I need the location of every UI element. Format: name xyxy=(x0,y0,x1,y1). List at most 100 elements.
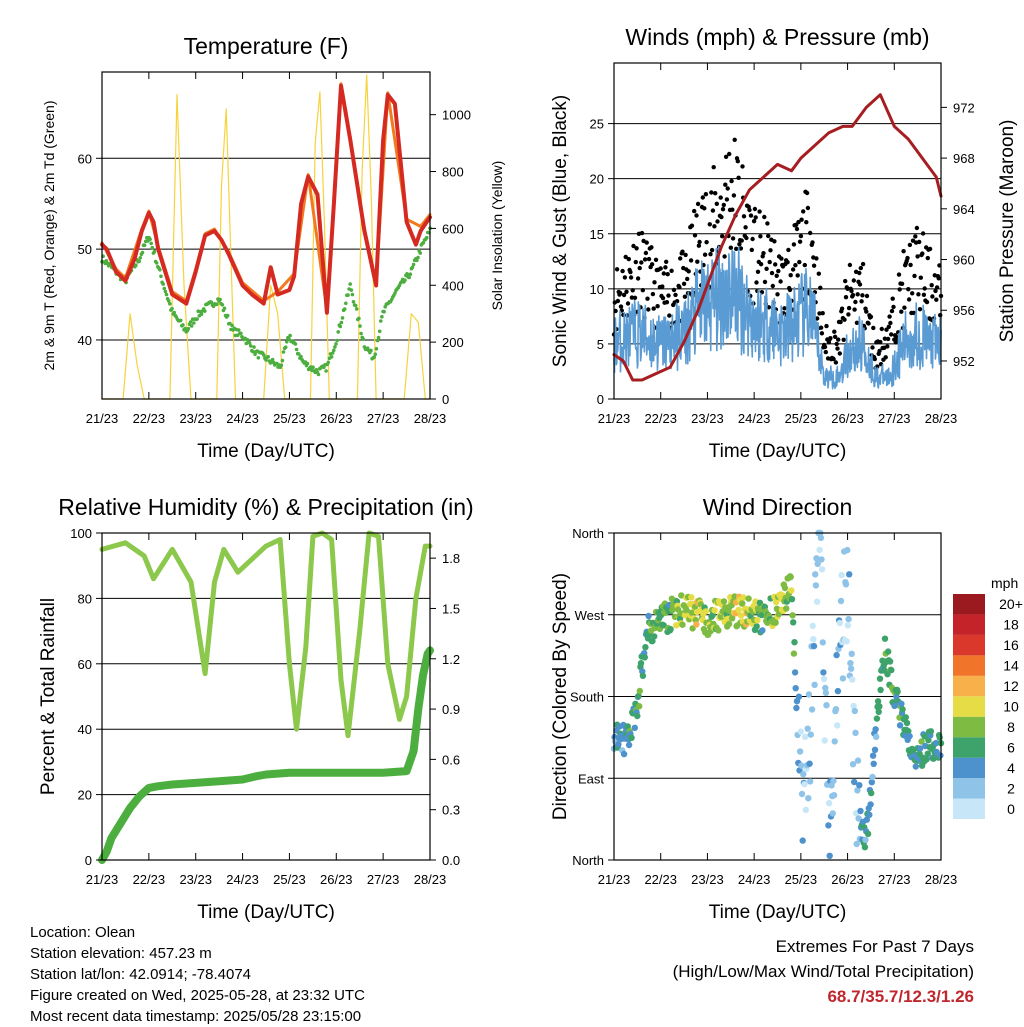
point-dewpoint xyxy=(189,324,194,328)
point-gust xyxy=(793,263,798,268)
point-direction xyxy=(823,702,830,709)
point-direction xyxy=(802,733,809,740)
point-dewpoint xyxy=(168,302,172,306)
y-tick-label: 20 xyxy=(590,172,604,187)
point-direction xyxy=(843,638,850,645)
point-direction xyxy=(855,815,862,822)
point-direction xyxy=(884,671,891,678)
point-gust xyxy=(858,265,863,271)
point-dewpoint xyxy=(350,292,355,297)
x-tick-label: 22/23 xyxy=(644,872,677,887)
point-dewpoint xyxy=(333,345,337,349)
point-direction xyxy=(820,675,828,683)
point-gust xyxy=(661,271,666,276)
point-direction xyxy=(819,639,826,646)
point-direction xyxy=(924,750,931,757)
point-dewpoint xyxy=(220,303,225,307)
point-dewpoint xyxy=(326,360,331,365)
point-gust xyxy=(750,236,755,242)
point-gust xyxy=(818,285,823,290)
point-dewpoint xyxy=(230,323,234,328)
point-dewpoint xyxy=(140,250,145,255)
point-direction xyxy=(844,546,851,554)
point-dewpoint xyxy=(264,358,268,362)
point-dewpoint xyxy=(373,352,378,357)
point-dewpoint xyxy=(403,278,407,283)
point-dewpoint xyxy=(329,355,334,359)
point-direction xyxy=(833,651,840,659)
point-direction xyxy=(798,790,806,798)
point-dewpoint xyxy=(415,258,419,263)
colorbar-swatch xyxy=(953,594,985,615)
point-gust xyxy=(674,299,680,304)
point-dewpoint xyxy=(421,240,426,245)
x-tick-label: 23/23 xyxy=(179,872,212,887)
point-direction xyxy=(641,654,648,661)
point-dewpoint xyxy=(270,357,275,362)
point-dewpoint xyxy=(380,314,384,319)
point-dewpoint xyxy=(209,300,214,305)
point-gust xyxy=(823,349,828,355)
point-dewpoint xyxy=(416,255,420,260)
panel-title: Temperature (F) xyxy=(184,33,349,59)
point-direction xyxy=(642,644,649,651)
colorbar-swatch xyxy=(953,696,985,717)
point-gust xyxy=(748,213,754,218)
colorbar-label: 8 xyxy=(1007,719,1015,735)
point-gust xyxy=(614,267,620,272)
point-direction xyxy=(902,714,909,721)
x-tick-label: 25/23 xyxy=(785,872,818,887)
point-dewpoint xyxy=(334,342,338,346)
point-dewpoint xyxy=(186,326,191,331)
point-gust xyxy=(658,266,663,271)
point-dewpoint xyxy=(405,272,409,276)
point-direction xyxy=(810,636,817,643)
point-gust xyxy=(646,307,651,312)
point-gust xyxy=(836,337,841,342)
y-tick-label: North xyxy=(572,853,604,868)
x-tick-label: 21/23 xyxy=(598,411,631,426)
point-direction xyxy=(715,627,722,634)
point-gust xyxy=(712,224,717,229)
point-dewpoint xyxy=(283,345,288,350)
point-gust xyxy=(694,213,699,218)
point-direction xyxy=(925,737,932,744)
point-gust xyxy=(906,297,912,302)
series-rh xyxy=(99,530,433,739)
point-direction xyxy=(674,606,682,613)
point-direction xyxy=(635,692,642,700)
point-direction xyxy=(849,761,857,768)
point-direction xyxy=(793,704,800,712)
point-gust xyxy=(901,249,906,254)
point-gust xyxy=(644,240,649,245)
point-dewpoint xyxy=(252,345,256,349)
point-gust xyxy=(920,231,926,236)
point-dewpoint xyxy=(379,319,383,323)
point-dewpoint xyxy=(251,349,255,354)
point-gust xyxy=(709,247,715,253)
point-direction xyxy=(936,734,943,741)
info-elevation: Station elevation: 457.23 m xyxy=(30,945,212,962)
point-direction xyxy=(846,571,853,578)
point-direction xyxy=(814,560,821,567)
y-tick-label: South xyxy=(570,690,604,705)
point-dewpoint xyxy=(215,302,219,307)
point-direction xyxy=(808,706,816,713)
point-gust xyxy=(653,257,659,262)
point-gust xyxy=(762,279,768,285)
point-gust xyxy=(924,299,930,305)
point-gust xyxy=(695,201,701,207)
point-gust xyxy=(620,268,625,274)
point-direction xyxy=(818,556,825,563)
y-tick-label-right: 968 xyxy=(953,151,975,166)
point-gust xyxy=(882,336,888,341)
point-dewpoint xyxy=(164,292,169,297)
point-gust xyxy=(681,281,687,286)
point-gust xyxy=(798,233,804,239)
extremes-values: 68.7/35.7/12.3/1.26 xyxy=(827,987,974,1006)
x-tick-label: 21/23 xyxy=(86,411,119,426)
panel-0: Temperature (F) Time (Day/UTC) 2m & 9m T (… xyxy=(41,33,505,462)
x-tick-label: 25/23 xyxy=(273,872,306,887)
point-direction xyxy=(636,703,643,710)
point-gust xyxy=(768,248,773,253)
